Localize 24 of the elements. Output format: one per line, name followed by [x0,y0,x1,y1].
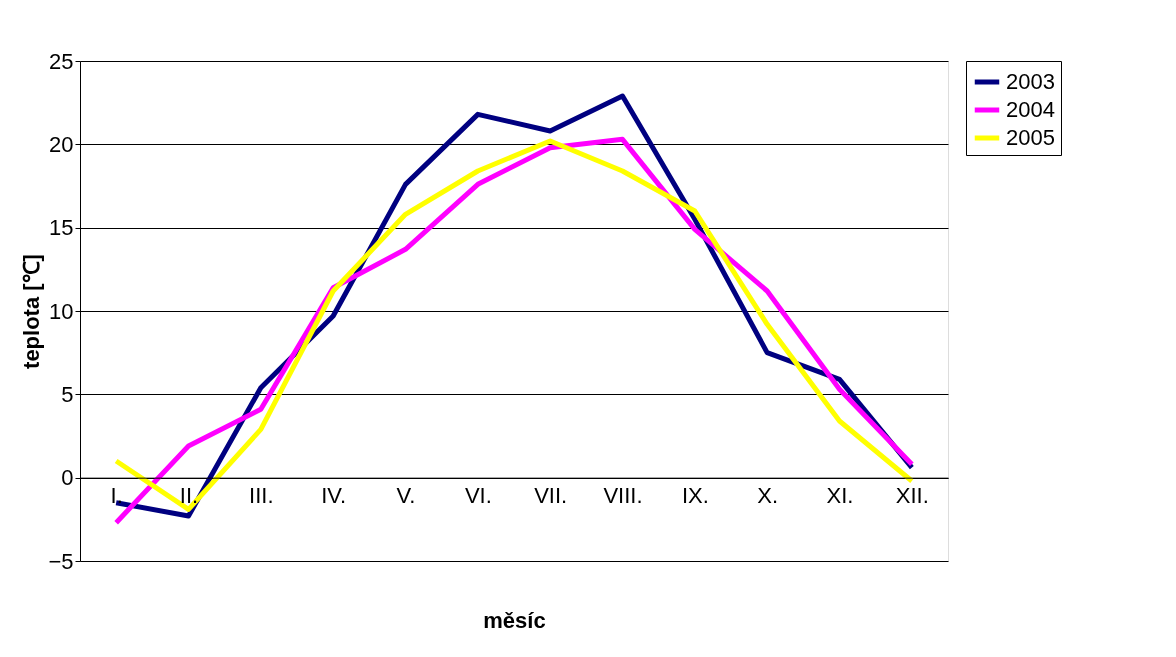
x-tick-label: IV. [321,483,347,509]
x-axis-title: měsíc [483,607,546,633]
y-tick-label: −5 [48,548,74,574]
legend-label: 2005 [1006,125,1055,150]
x-tick-label: XII. [895,483,929,509]
x-tick-label: VIII. [603,483,643,509]
x-tick-label: VII. [534,483,568,509]
y-tick-label: 0 [61,465,74,491]
x-tick-label: III. [249,483,274,509]
legend-label: 2004 [1006,97,1055,122]
y-tick-label: 5 [61,381,74,407]
y-tick-label: 20 [49,131,74,157]
legend-label: 2003 [1006,69,1055,94]
x-tick-label: IX. [681,483,709,509]
x-tick-label: II. [179,483,199,509]
y-tick-label: 25 [49,48,74,74]
x-tick-label: V. [396,483,416,509]
x-tick-label: X. [757,483,779,509]
x-tick-label: VI. [464,483,492,509]
y-axis-title: teplota [℃] [19,254,45,369]
x-tick-label: XI. [826,483,854,509]
y-tick-label: 10 [49,298,74,324]
y-tick-label: 15 [49,215,74,241]
x-tick-label: I. [110,483,123,509]
